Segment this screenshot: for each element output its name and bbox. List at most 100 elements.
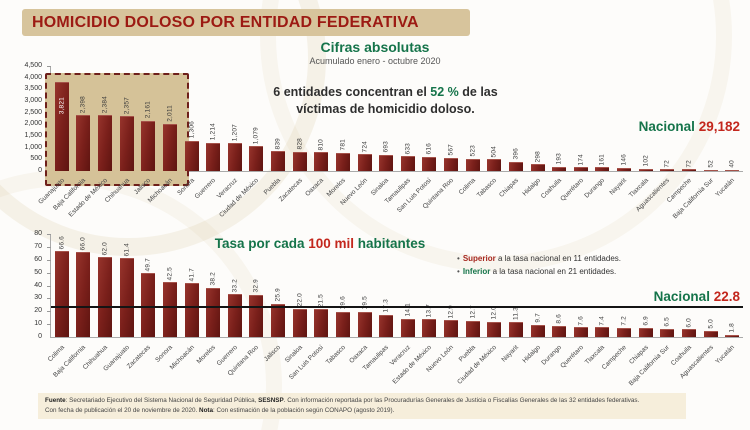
y-axis-tick: 1,000 bbox=[24, 143, 42, 151]
bar bbox=[617, 167, 632, 171]
bar-slot: 6.5 bbox=[657, 234, 679, 337]
bar-slot: 19.5 bbox=[354, 234, 376, 337]
bar-slot: 42.5 bbox=[159, 234, 181, 337]
bar-slot: 22.0 bbox=[289, 234, 311, 337]
bar-value-label: 49.7 bbox=[144, 257, 152, 272]
bar-value-label: 5.0 bbox=[707, 318, 715, 329]
annotation-text-post: de las bbox=[458, 85, 498, 99]
bar bbox=[141, 273, 156, 337]
bar-value-label: 2,161 bbox=[144, 101, 152, 119]
bar bbox=[119, 116, 134, 171]
bar-value-label: 2,384 bbox=[101, 96, 109, 114]
bar-value-label: 616 bbox=[425, 143, 433, 155]
bullet-icon: • bbox=[457, 254, 460, 263]
bar bbox=[444, 157, 459, 171]
bar bbox=[573, 327, 588, 337]
legend-superior-text: a la tasa nacional en 11 entidades. bbox=[495, 254, 621, 263]
bar-value-label: 102 bbox=[642, 155, 650, 167]
bar-slot: 9.7 bbox=[527, 234, 549, 337]
source-bold-text: SESNSP bbox=[258, 397, 284, 404]
bar-slot: 17.3 bbox=[375, 234, 397, 337]
page-title: HOMICIDIO DOLOSO POR ENTIDAD FEDERATIVA bbox=[32, 14, 419, 31]
bar bbox=[552, 166, 567, 171]
bar-value-label: 839 bbox=[274, 137, 282, 150]
national-rate-line bbox=[51, 305, 743, 308]
bar-slot: 298 bbox=[527, 66, 549, 171]
bar-slot: 693 bbox=[375, 66, 397, 171]
bar bbox=[508, 161, 523, 171]
bar bbox=[552, 325, 567, 337]
bar-value-label: 693 bbox=[382, 141, 390, 153]
bar-slot: 1,306 bbox=[181, 66, 203, 171]
bar-slot: 14.1 bbox=[397, 234, 419, 337]
bar-value-label: 66.6 bbox=[58, 235, 66, 250]
bar-slot: 633 bbox=[397, 66, 419, 171]
bar-slot: 1,079 bbox=[246, 66, 268, 171]
y-axis-tick: 3,500 bbox=[24, 85, 42, 93]
bar-value-label: 52 bbox=[707, 160, 715, 168]
bar-slot: 66.0 bbox=[73, 234, 95, 337]
bar-value-label: 828 bbox=[296, 138, 304, 150]
national-total-absolute: Nacional 29,182 bbox=[639, 119, 740, 134]
legend-item-inferior: • Inferior a la tasa nacional en 21 entid… bbox=[457, 265, 621, 278]
y-axis-tickmark bbox=[47, 285, 51, 287]
bar-slot: 6.9 bbox=[635, 234, 657, 337]
bar bbox=[530, 164, 545, 171]
bar-value-label: 2,011 bbox=[166, 105, 174, 123]
source-text: . Con información reportada por las Proc… bbox=[283, 397, 640, 404]
bar-value-label: 7.2 bbox=[620, 316, 628, 326]
bar-value-label: 1,306 bbox=[188, 121, 196, 139]
bar bbox=[617, 327, 632, 337]
bar-value-label: 146 bbox=[620, 154, 628, 166]
bar-slot: 396 bbox=[505, 66, 527, 171]
national-value: 29,182 bbox=[698, 119, 740, 134]
bar-slot: 523 bbox=[462, 66, 484, 171]
bar bbox=[76, 115, 91, 171]
bar-slot: 2,384 bbox=[94, 66, 116, 171]
y-axis-tick: 0 bbox=[38, 333, 42, 340]
source-bold-text: Fuente bbox=[45, 397, 66, 404]
bar-slot: 11.3 bbox=[505, 234, 527, 337]
bar bbox=[444, 320, 459, 337]
bar-value-label: 12.0 bbox=[490, 306, 498, 320]
bar-value-label: 2,357 bbox=[123, 96, 131, 115]
bar bbox=[314, 309, 329, 337]
bar-slot: 2,357 bbox=[116, 66, 138, 171]
bar-slot: 12.0 bbox=[484, 234, 506, 337]
bar bbox=[357, 311, 372, 337]
bar bbox=[162, 124, 177, 171]
y-axis-tick: 60 bbox=[34, 255, 42, 263]
source-text: : Secretariado Ejecutivo del Sistema Nac… bbox=[65, 397, 259, 404]
bar-slot: 19.6 bbox=[332, 234, 354, 337]
bar-slot: 33.2 bbox=[224, 234, 246, 337]
chart2-title-highlight: 100 mil bbox=[308, 236, 355, 251]
bar-value-label: 193 bbox=[555, 153, 563, 165]
chart1-y-axis: 0 500 1,000 1,500 2,000 2,500 3,000 3,500 4,000 4… bbox=[0, 62, 47, 174]
bar-slot: 839 bbox=[267, 66, 289, 171]
bar-value-label: 40 bbox=[728, 160, 736, 168]
bar bbox=[379, 154, 394, 171]
bar-slot: 102 bbox=[635, 66, 657, 171]
bar bbox=[335, 152, 350, 171]
bar-value-label: 11.3 bbox=[512, 307, 520, 321]
bar-slot: 724 bbox=[354, 66, 376, 171]
y-axis-tick: 4,500 bbox=[24, 62, 42, 69]
legend-superior-label: Superior bbox=[462, 254, 496, 263]
chart2-title: Tasa por cada 100 mil habitantes bbox=[160, 236, 480, 251]
bar bbox=[54, 81, 69, 171]
bar-slot: 5.0 bbox=[700, 234, 722, 337]
bar-slot: 7.6 bbox=[570, 234, 592, 337]
annotation-line2: víctimas de homicidio doloso. bbox=[296, 101, 475, 116]
bar-value-label: 2,398 bbox=[79, 95, 87, 114]
y-axis-tick: 40 bbox=[34, 281, 42, 289]
bar bbox=[487, 159, 502, 171]
source-text: : Con estimación de la población según C… bbox=[213, 406, 395, 414]
y-axis-tick: 2,000 bbox=[24, 120, 42, 128]
bar-value-label: 66.0 bbox=[79, 236, 87, 251]
y-axis-tickmark bbox=[47, 311, 51, 313]
bar bbox=[249, 145, 264, 171]
bar bbox=[227, 142, 242, 171]
bar-slot: 52 bbox=[700, 66, 722, 171]
y-axis-tick: 10 bbox=[34, 320, 42, 328]
bar-slot: 504 bbox=[484, 66, 506, 171]
